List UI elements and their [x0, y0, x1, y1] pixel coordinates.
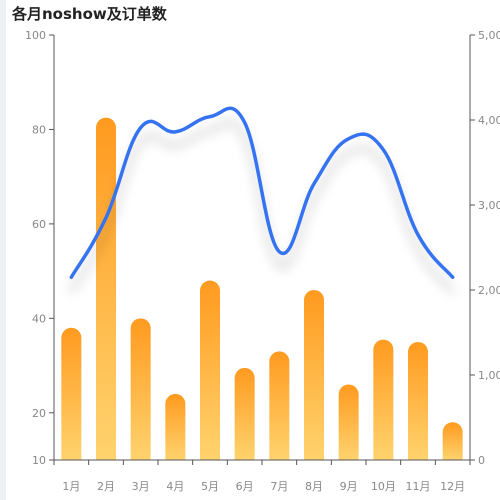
y-left-tick-label: 20 — [32, 407, 46, 420]
y-right-tick-label: 4,000 — [478, 114, 500, 127]
bar-10月 — [373, 339, 394, 460]
bar-8月 — [304, 290, 324, 460]
y-right-tick-label: 1,000 — [478, 369, 500, 382]
y-left-tick-label: 10 — [32, 454, 46, 467]
y-left-tick-label: 40 — [32, 312, 46, 325]
x-tick-label: 9月 — [340, 480, 358, 493]
x-tick-label: 4月 — [166, 480, 184, 493]
bar-12月 — [442, 422, 463, 460]
x-tick-label: 6月 — [236, 480, 254, 493]
bar-4月 — [165, 393, 186, 460]
left-edge-strip — [0, 0, 6, 500]
x-tick-label: 11月 — [406, 480, 431, 493]
order-count-line — [69, 106, 455, 279]
y-right-tick-label: 5,000 — [478, 29, 500, 42]
bar-5月 — [200, 280, 220, 460]
bar-3月 — [130, 318, 151, 460]
y-left-tick-label: 80 — [32, 123, 46, 136]
chart-title: 各月noshow及订单数 — [12, 5, 167, 23]
bar-7月 — [269, 351, 290, 460]
bar-1月 — [61, 327, 82, 460]
x-tick-label: 3月 — [132, 480, 150, 493]
y-right-tick-label: 0 — [478, 454, 485, 467]
x-tick-label: 12月 — [440, 480, 465, 493]
x-tick-label: 5月 — [201, 480, 219, 493]
x-tick-label: 2月 — [97, 480, 115, 493]
bar-9月 — [338, 384, 359, 460]
y-left-tick-label: 60 — [32, 218, 46, 231]
x-tick-label: 8月 — [305, 480, 323, 493]
y-right-tick-label: 2,000 — [478, 284, 500, 297]
bar-11月 — [408, 341, 428, 460]
x-tick-label: 10月 — [371, 480, 396, 493]
x-tick-label: 7月 — [270, 480, 288, 493]
y-right-tick-label: 3,000 — [478, 199, 500, 212]
bar-6月 — [234, 367, 255, 460]
bar-2月 — [96, 117, 116, 460]
y-left-tick-label: 100 — [25, 29, 46, 42]
x-tick-label: 1月 — [62, 480, 80, 493]
